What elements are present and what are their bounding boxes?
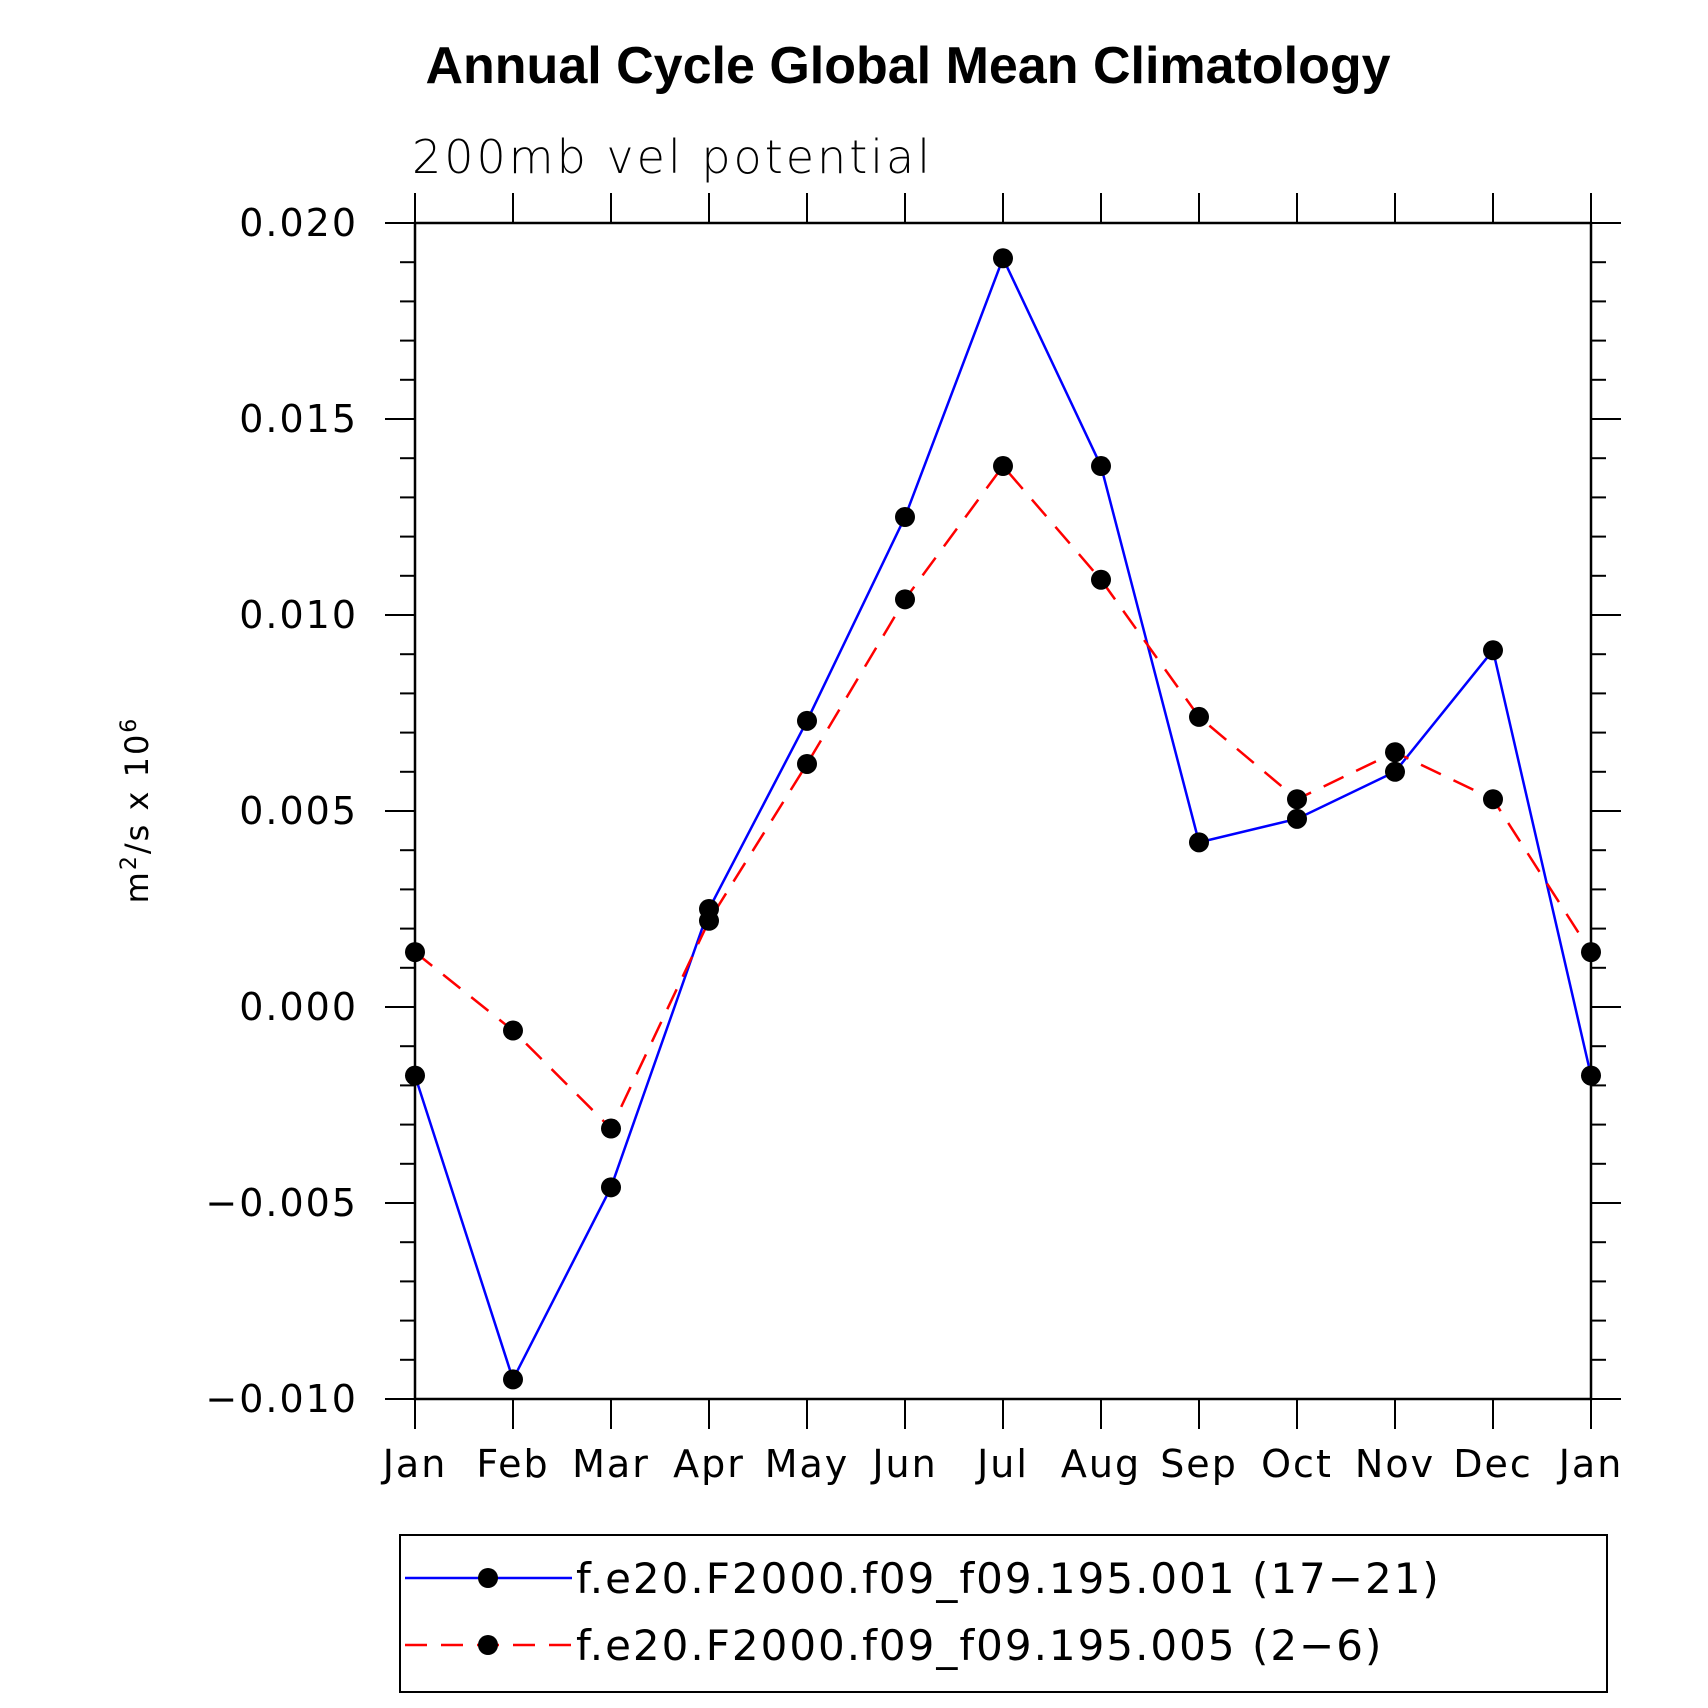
y-tick-label: −0.005 <box>205 1181 358 1225</box>
data-point-s1 <box>601 1177 621 1198</box>
data-point-s2 <box>601 1118 621 1139</box>
x-tick-label: Jun <box>870 1442 937 1486</box>
data-point-s2 <box>1483 789 1503 810</box>
y-axis-label: m2/s x 106 <box>117 717 156 904</box>
data-point-s1 <box>1091 456 1111 477</box>
x-tick-label: May <box>765 1442 850 1486</box>
y-tick-label: 0.015 <box>239 397 358 441</box>
plot-frame <box>413 221 1593 1401</box>
data-point-s2 <box>503 1020 523 1041</box>
legend-label-2: f.e20.F2000.f09_f09.195.005 (2−6) <box>576 1621 1383 1670</box>
x-tick-label: Oct <box>1261 1442 1333 1486</box>
data-point-s1 <box>993 248 1013 269</box>
legend-box <box>399 1534 1608 1693</box>
data-point-s1 <box>797 710 817 731</box>
y-tick-label: 0.020 <box>239 201 358 245</box>
chart-subtitle: 200mb vel potential <box>412 130 933 184</box>
x-tick-label: Nov <box>1355 1442 1435 1486</box>
series-line-1 <box>413 255 1593 1383</box>
data-point-s1 <box>895 507 915 527</box>
x-tick-labels: Jan Feb Mar Apr May Jun Jul Aug Sep Oct Nov Dec Jan <box>381 1442 1624 1486</box>
legend-label-1: f.e20.F2000.f09_f09.195.001 (17−21) <box>576 1554 1441 1603</box>
y-tick-label: 0.005 <box>239 789 358 833</box>
data-point-s2 <box>993 456 1013 477</box>
x-tick-label: Jul <box>975 1442 1029 1486</box>
data-point-s1 <box>1189 832 1209 853</box>
data-point-s1 <box>1287 808 1307 829</box>
data-point-s1 <box>405 1065 425 1086</box>
data-point-s2 <box>405 942 425 963</box>
series-layer <box>405 248 1601 1390</box>
data-point-s2 <box>797 753 817 774</box>
data-point-s2 <box>1385 742 1405 763</box>
data-point-s1 <box>503 1369 523 1390</box>
x-tick-label: Apr <box>673 1442 745 1486</box>
data-point-s2 <box>1189 706 1209 727</box>
data-point-s2 <box>1287 789 1307 810</box>
data-point-s1 <box>1483 640 1503 661</box>
x-tick-label: Jan <box>381 1442 448 1486</box>
data-point-s2 <box>895 589 915 610</box>
data-point-s2 <box>1581 942 1601 963</box>
legend-marker-2 <box>478 1635 498 1655</box>
y-tick-label: 0.010 <box>239 593 358 637</box>
y-tick-labels: −0.010 −0.005 0.000 0.005 0.010 0.015 0.020 <box>205 201 358 1421</box>
data-point-s1 <box>1581 1065 1601 1086</box>
legend: f.e20.F2000.f09_f09.195.001 (17−21) f.e20… <box>399 1534 1608 1693</box>
x-tick-label: Sep <box>1160 1442 1238 1486</box>
legend-marker-1 <box>478 1568 498 1588</box>
data-point-s2 <box>1091 569 1111 590</box>
series-line-2 <box>414 464 1593 1131</box>
x-tick-label: Jan <box>1557 1442 1624 1486</box>
y-tick-label: 0.000 <box>239 985 358 1029</box>
x-tick-label: Feb <box>476 1442 549 1486</box>
x-tick-label: Mar <box>572 1442 650 1486</box>
data-point-s1 <box>1385 761 1405 782</box>
x-tick-label: Dec <box>1453 1442 1533 1486</box>
y-tick-label: −0.010 <box>205 1377 358 1421</box>
x-tick-label: Aug <box>1061 1442 1141 1486</box>
axis-ticks <box>385 193 1621 1429</box>
data-point-s2 <box>699 910 719 931</box>
chart-title: Annual Cycle Global Mean Climatology <box>425 37 1390 95</box>
